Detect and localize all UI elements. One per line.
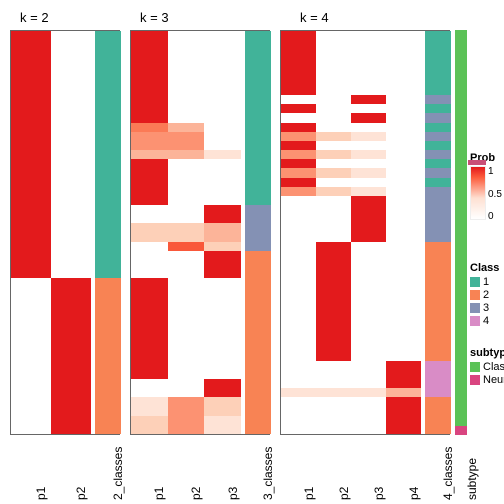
panel-title: k = 3 xyxy=(140,10,169,25)
prob-column xyxy=(11,31,51,434)
x-axis-label: p2 xyxy=(74,487,88,500)
subtype-column xyxy=(455,30,467,435)
legend-class: Class1234 xyxy=(470,260,499,328)
prob-column xyxy=(316,31,351,434)
class-column xyxy=(425,31,451,434)
x-axis-label: p1 xyxy=(34,487,48,500)
prob-column xyxy=(281,31,316,434)
prob-column xyxy=(386,31,421,434)
class-column xyxy=(245,31,271,434)
legend-subtype: subtypeClassicalNeural xyxy=(470,345,504,387)
x-axis-label: 4_classes xyxy=(441,447,455,500)
x-axis-label: p2 xyxy=(337,487,351,500)
prob-column xyxy=(204,31,241,434)
class-column xyxy=(95,31,121,434)
legend-prob: Prob10.50 xyxy=(470,150,495,220)
prob-column xyxy=(168,31,205,434)
x-axis-label: 2_classes xyxy=(111,447,125,500)
x-axis-label: 3_classes xyxy=(261,447,275,500)
heatmap-panel xyxy=(10,30,120,435)
prob-column xyxy=(51,31,91,434)
x-axis-label: p1 xyxy=(152,487,166,500)
x-axis-label: subtype xyxy=(465,458,479,500)
x-axis-label: p3 xyxy=(226,487,240,500)
x-axis-label: p2 xyxy=(189,487,203,500)
heatmap-panel xyxy=(280,30,450,435)
x-axis-label: p3 xyxy=(372,487,386,500)
panel-title: k = 2 xyxy=(20,10,49,25)
panel-title: k = 4 xyxy=(300,10,329,25)
prob-column xyxy=(351,31,386,434)
x-axis-label: p4 xyxy=(407,487,421,500)
x-axis-label: p1 xyxy=(302,487,316,500)
heatmap-panel xyxy=(130,30,270,435)
prob-column xyxy=(131,31,168,434)
